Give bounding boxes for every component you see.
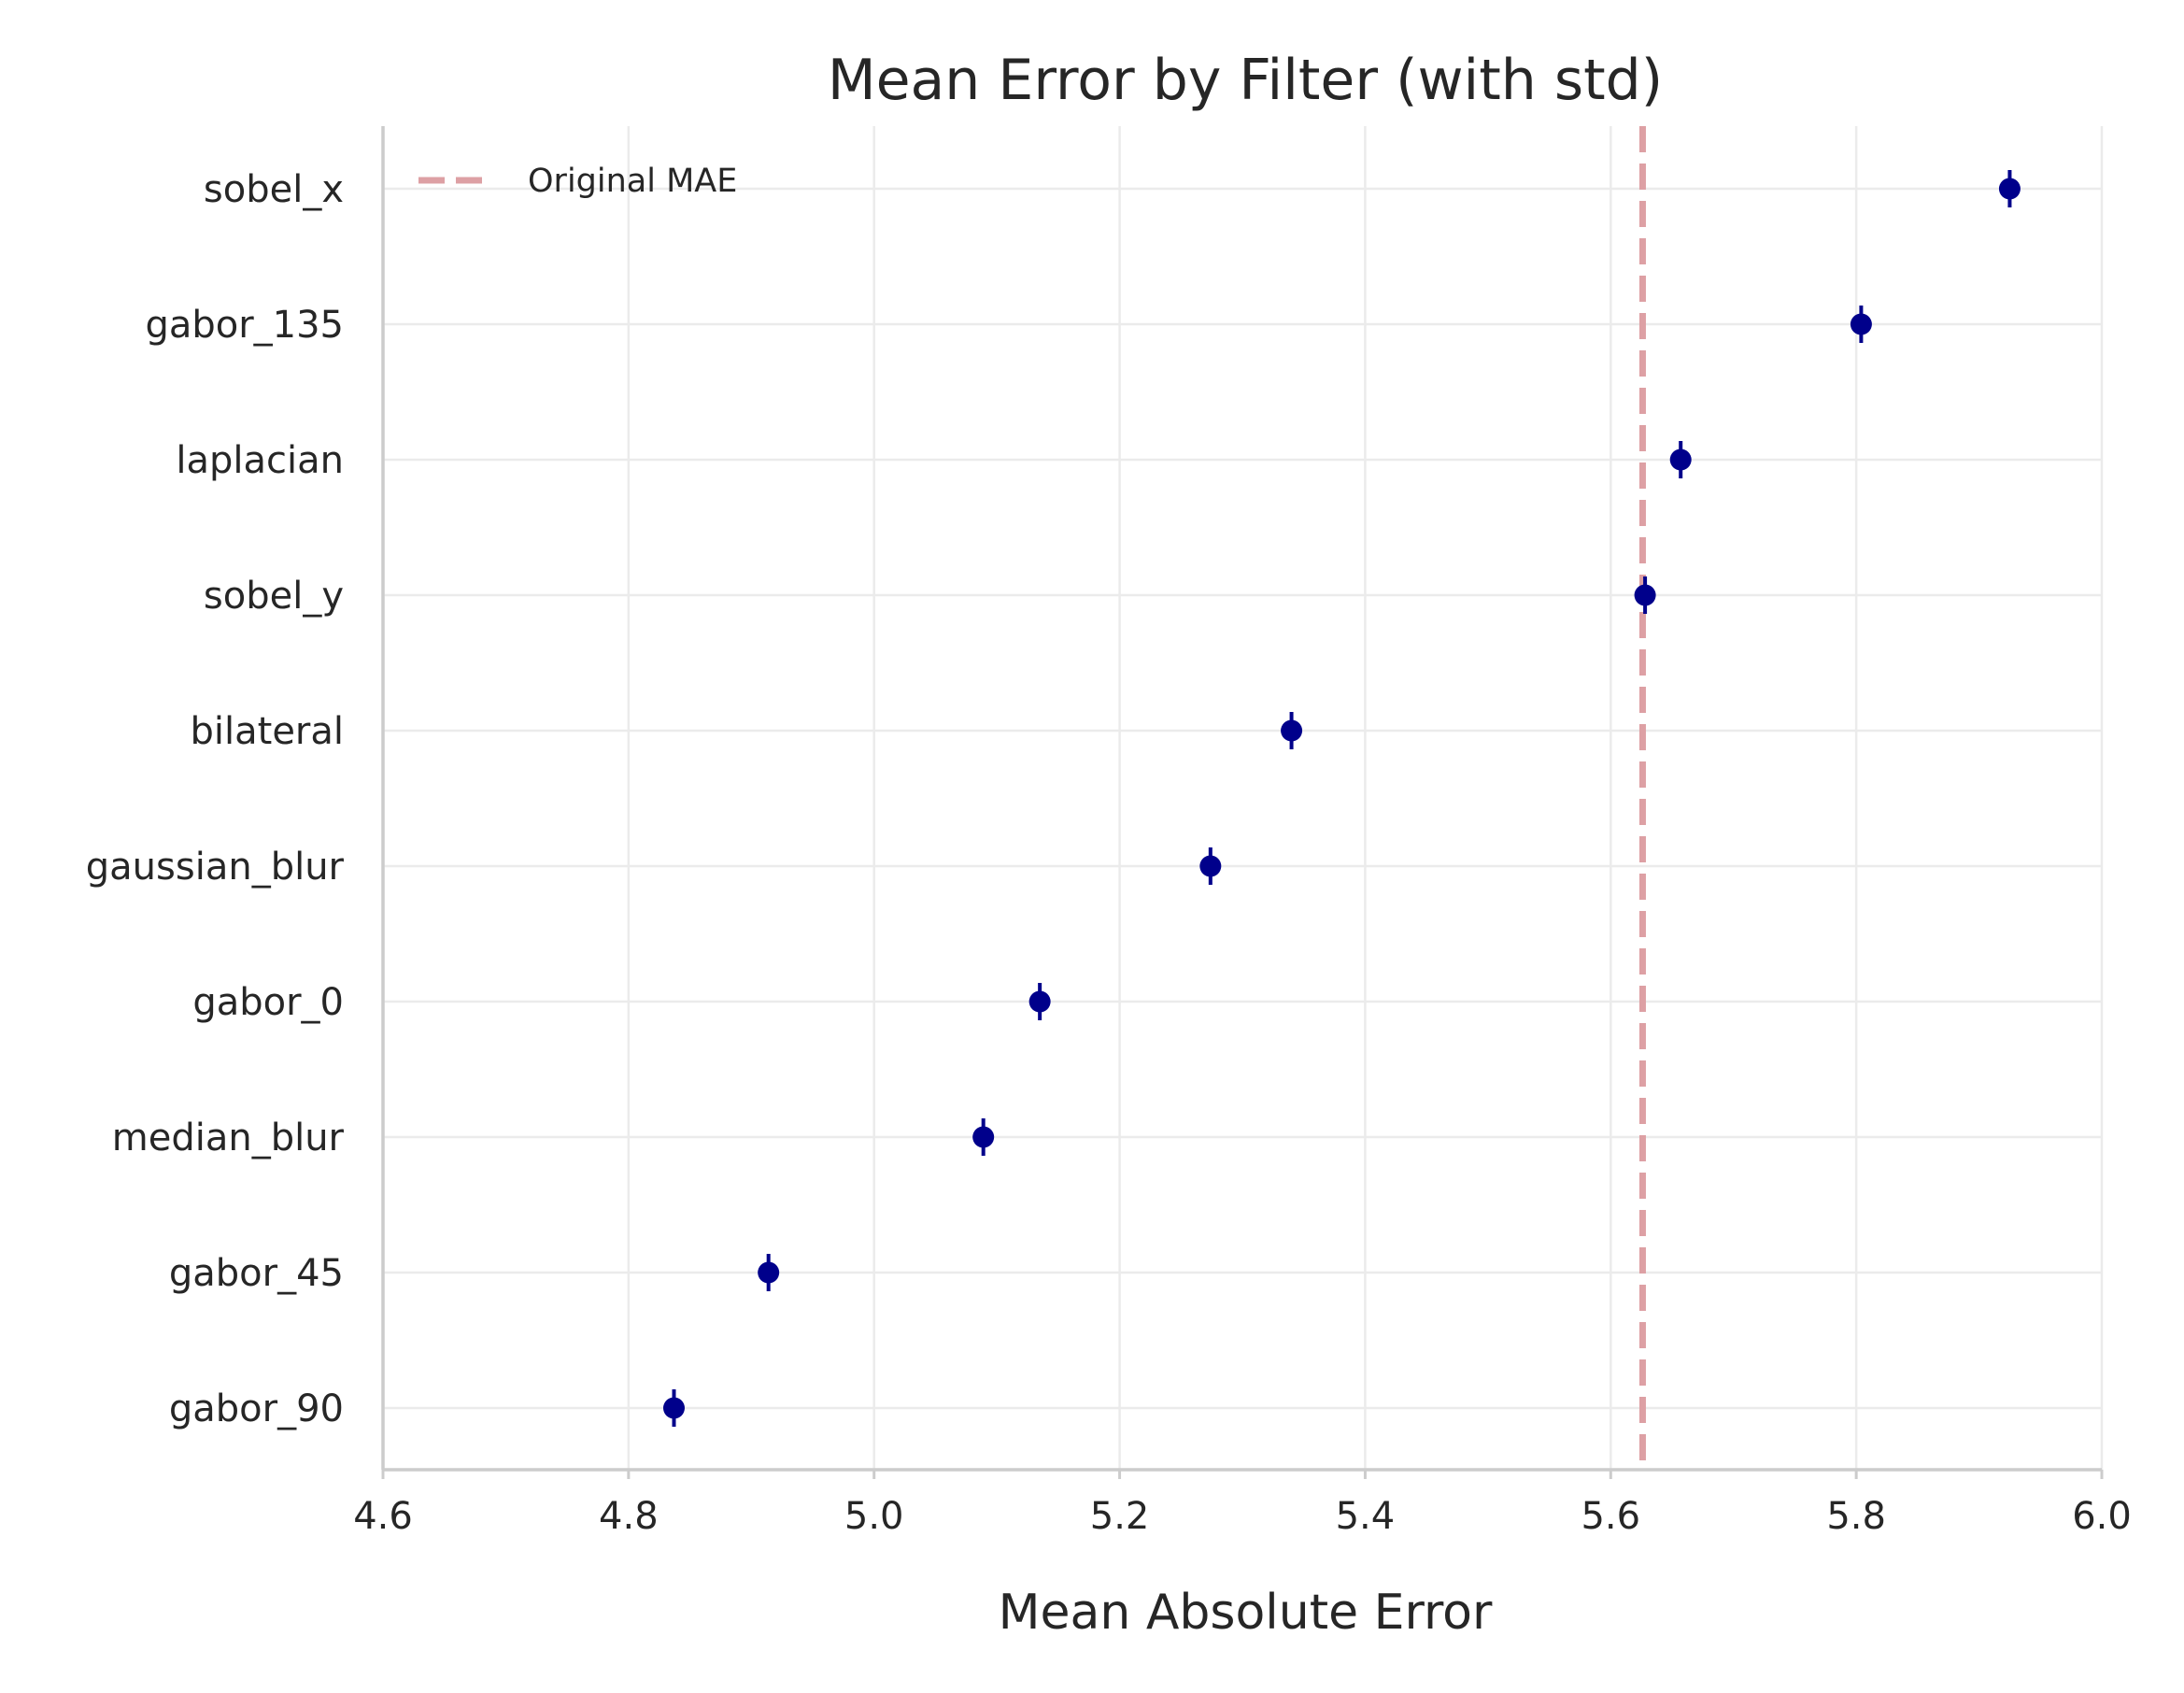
data-point-laplacian — [1669, 448, 1692, 471]
data-point-gabor_0 — [1028, 990, 1051, 1013]
y-tick-label: laplacian — [176, 439, 344, 482]
y-tick-label: bilateral — [191, 710, 345, 753]
x-tick-label: 6.0 — [2072, 1495, 2132, 1538]
data-point-gaussian_blur — [1199, 855, 1222, 877]
x-tick-label: 5.2 — [1090, 1495, 1150, 1538]
axes — [381, 126, 2102, 1472]
data-point-gabor_45 — [758, 1261, 780, 1284]
x-tick-label: 5.6 — [1581, 1495, 1640, 1538]
x-tick-label: 5.8 — [1826, 1495, 1886, 1538]
legend-label-original-mae: Original MAE — [528, 163, 737, 200]
data-point-median_blur — [972, 1126, 995, 1148]
y-tick-labels: sobel_x gabor_135 laplacian sobel_y bilatera… — [86, 168, 345, 1430]
y-tick-label: gabor_90 — [169, 1387, 344, 1430]
x-tick-label: 4.8 — [599, 1495, 659, 1538]
chart-title: Mean Error by Filter (with std) — [828, 48, 1663, 113]
y-tick-label: sobel_x — [204, 168, 344, 211]
x-tick-label: 5.0 — [844, 1495, 904, 1538]
data-point-gabor_135 — [1850, 313, 1872, 335]
data-point-sobel_x — [1998, 178, 2021, 200]
y-tick-label: gabor_45 — [169, 1252, 344, 1295]
data-point-gabor_90 — [662, 1397, 685, 1419]
data-points — [662, 170, 2021, 1427]
y-tick-label: sobel_y — [204, 575, 344, 618]
y-tick-label: gabor_0 — [192, 981, 344, 1024]
legend: Original MAE — [418, 163, 737, 200]
grid — [381, 126, 2104, 1470]
y-tick-label: gaussian_blur — [86, 846, 345, 889]
x-axis-label: Mean Absolute Error — [999, 1585, 1493, 1641]
y-tick-label: median_blur — [112, 1117, 345, 1159]
x-tick-label: 4.6 — [353, 1495, 413, 1538]
x-tick-label: 5.4 — [1336, 1495, 1396, 1538]
data-point-bilateral — [1281, 719, 1303, 742]
data-point-sobel_y — [1634, 584, 1656, 606]
x-tick-labels: 4.6 4.8 5.0 5.2 5.4 5.6 5.8 6.0 — [353, 1470, 2132, 1538]
y-tick-label: gabor_135 — [145, 304, 344, 347]
